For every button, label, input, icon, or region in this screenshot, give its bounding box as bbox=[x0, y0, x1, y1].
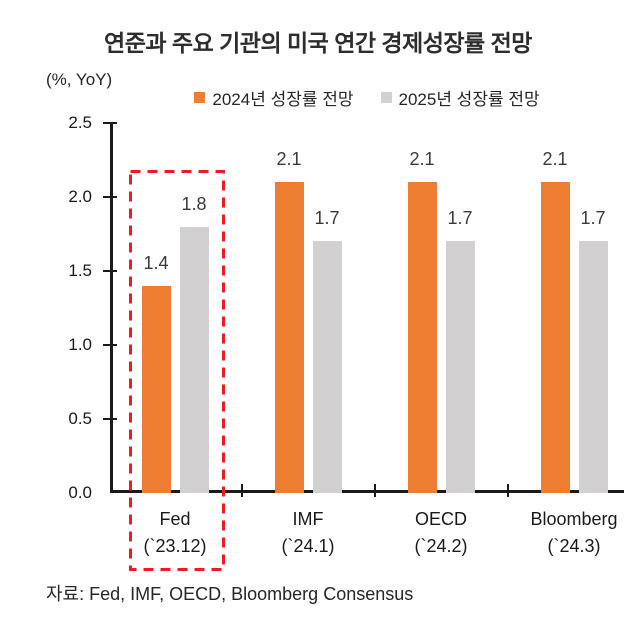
bar-2024 bbox=[407, 182, 437, 493]
legend-label: 2025년 성장률 전망 bbox=[398, 89, 540, 109]
bar-value-label: 1.7 bbox=[447, 208, 473, 229]
y-axis-tick bbox=[103, 270, 117, 272]
y-axis-tick bbox=[103, 196, 117, 198]
legend-label: 2024년 성장률 전망 bbox=[212, 89, 354, 109]
legend-item: 2024년 성장률 전망 bbox=[194, 85, 354, 110]
y-axis-tick-label: 0.5 bbox=[68, 409, 92, 428]
x-axis-tick bbox=[373, 484, 376, 497]
y-axis-unit-label: (%, YoY) bbox=[46, 70, 113, 89]
category-label: OECD (`24.2) bbox=[371, 506, 511, 560]
bar-2025 bbox=[578, 241, 608, 493]
bar-2024 bbox=[540, 182, 570, 493]
bar-2025 bbox=[312, 241, 342, 493]
bar-value-label: 1.7 bbox=[314, 208, 340, 229]
bar-value-label: 2.1 bbox=[409, 149, 435, 170]
bar-2024 bbox=[274, 182, 304, 493]
category-label: Bloomberg (`24.3) bbox=[504, 506, 636, 560]
legend-swatch-icon bbox=[380, 91, 392, 103]
category-sublabel: (`23.12) bbox=[143, 536, 207, 556]
y-axis-tick-label: 0.0 bbox=[68, 483, 92, 502]
x-axis-tick bbox=[506, 484, 509, 497]
plot-area bbox=[110, 123, 624, 493]
category-label: Fed (`23.12) bbox=[105, 506, 245, 560]
legend: 2024년 성장률 전망 2025년 성장률 전망 bbox=[110, 85, 624, 110]
bar-value-label: 1.7 bbox=[580, 208, 606, 229]
category-name: OECD bbox=[414, 509, 467, 529]
y-axis-tick bbox=[103, 418, 117, 420]
y-axis-tick bbox=[103, 344, 117, 346]
x-axis-tick bbox=[240, 484, 243, 497]
bar-value-label: 1.4 bbox=[143, 252, 169, 273]
fed-highlight-box-icon bbox=[129, 170, 225, 571]
category-sublabel: (`24.1) bbox=[281, 536, 335, 556]
y-axis-tick-label: 2.5 bbox=[68, 113, 92, 132]
category-sublabel: (`24.3) bbox=[547, 536, 601, 556]
chart-title: 연준과 주요 기관의 미국 연간 경제성장률 전망 bbox=[104, 30, 532, 56]
y-axis-tick-label: 1.5 bbox=[68, 261, 92, 280]
bar-2024 bbox=[141, 285, 171, 493]
y-axis-tick-label: 1.0 bbox=[68, 335, 92, 354]
y-axis-tick-label: 2.0 bbox=[68, 187, 92, 206]
y-axis-tick bbox=[103, 122, 117, 124]
category-name: Fed bbox=[159, 509, 191, 529]
category-sublabel: (`24.2) bbox=[414, 536, 468, 556]
bar-value-label: 2.1 bbox=[542, 149, 568, 170]
legend-item: 2025년 성장률 전망 bbox=[380, 85, 540, 110]
source-note: 자료: Fed, IMF, OECD, Bloomberg Consensus bbox=[46, 584, 414, 604]
category-name: IMF bbox=[292, 509, 324, 529]
bar-value-label: 2.1 bbox=[276, 149, 302, 170]
legend-swatch-icon bbox=[194, 91, 206, 103]
category-name: Bloomberg bbox=[530, 509, 618, 529]
bar-2025 bbox=[445, 241, 475, 493]
bar-2025 bbox=[179, 226, 209, 493]
category-label: IMF (`24.1) bbox=[238, 506, 378, 560]
bar-value-label: 1.8 bbox=[181, 193, 207, 214]
